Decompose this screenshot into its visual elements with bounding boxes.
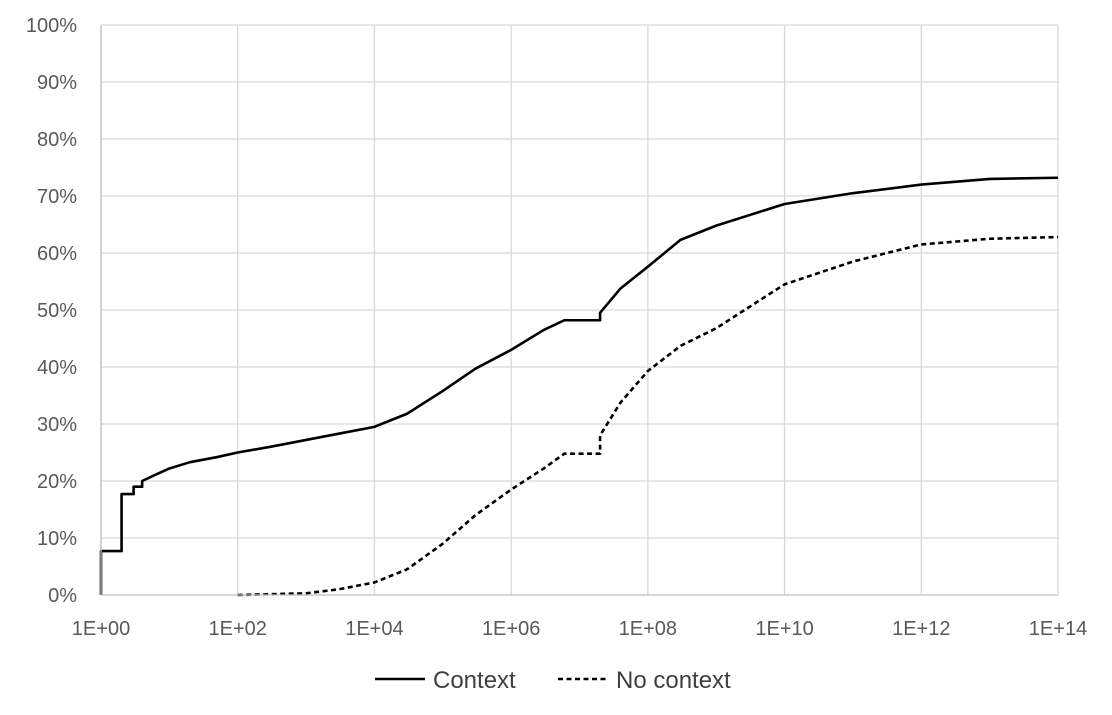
series-line-context <box>99 176 1059 595</box>
x-tick-label: 1E+02 <box>209 618 267 640</box>
y-tick-label: 30% <box>37 414 77 436</box>
y-tick-label: 100% <box>26 15 77 37</box>
y-tick-label: 70% <box>37 186 77 208</box>
series-group <box>99 176 1059 597</box>
y-tick-label: 50% <box>37 300 77 322</box>
legend: Context No context <box>375 667 731 694</box>
x-tick-label: 1E+14 <box>1029 618 1087 640</box>
x-tick-label: 1E+12 <box>892 618 950 640</box>
y-tick-label: 20% <box>37 471 77 493</box>
y-tick-label: 90% <box>37 72 77 94</box>
y-tick-label: 0% <box>48 585 77 607</box>
x-tick-label: 1E+10 <box>755 618 813 640</box>
legend-label-no-context: No context <box>616 667 731 694</box>
x-tick-label: 1E+00 <box>72 618 130 640</box>
y-tick-label: 60% <box>37 243 77 265</box>
series-line-no-context <box>237 235 1059 597</box>
y-tick-label: 40% <box>37 357 77 379</box>
y-tick-label: 80% <box>37 129 77 151</box>
x-tick-label: 1E+08 <box>619 618 677 640</box>
axes: 0% 10% 20% 30% 40% 50% 60% 70% 80% 90% 100% 1E+00 1E… <box>26 15 1087 640</box>
y-tick-label: 10% <box>37 528 77 550</box>
gridlines <box>100 24 1059 595</box>
legend-label-context: Context <box>433 667 516 694</box>
x-tick-label: 1E+06 <box>482 618 540 640</box>
x-tick-label: 1E+04 <box>345 618 403 640</box>
